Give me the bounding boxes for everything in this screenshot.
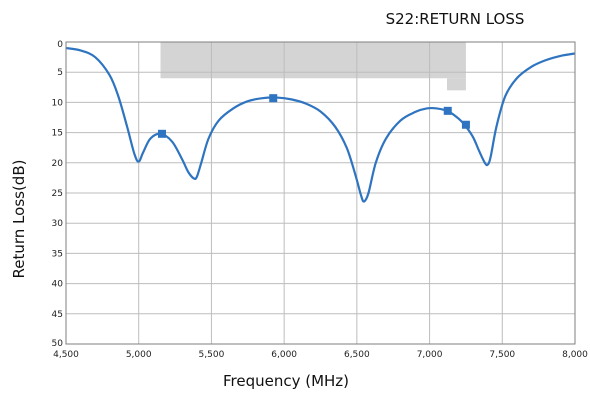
chart-title: S22:RETURN LOSS xyxy=(386,10,525,28)
y-tick-label: 5 xyxy=(57,68,63,78)
y-tick-label: 45 xyxy=(52,310,63,320)
x-tick-label: 4,500 xyxy=(53,350,79,360)
y-tick-label: 25 xyxy=(52,189,63,199)
y-tick-label: 15 xyxy=(52,129,63,139)
x-tick-labels: 4,500 5,000 5,500 6,000 6,500 7,000 7,500 8,000 xyxy=(53,350,588,360)
data-marker xyxy=(269,94,278,103)
x-tick-label: 5,000 xyxy=(126,350,152,360)
x-tick-label: 7,000 xyxy=(417,350,443,360)
data-marker xyxy=(443,106,452,115)
y-tick-label: 30 xyxy=(52,219,64,229)
series-line-s22 xyxy=(65,46,576,203)
data-marker xyxy=(157,129,166,138)
grid-layer xyxy=(65,41,576,345)
y-tick-labels: 0 5 10 15 20 25 30 35 40 45 50 xyxy=(52,40,64,349)
plot-frame xyxy=(65,41,576,345)
y-tick-label: 0 xyxy=(57,40,63,50)
x-tick-label: 6,500 xyxy=(344,350,370,360)
x-tick-label: 7,500 xyxy=(489,350,515,360)
marker-layer xyxy=(157,94,470,138)
x-tick-label: 5,500 xyxy=(199,350,225,360)
y-tick-label: 50 xyxy=(52,339,64,349)
x-axis-label: Frequency (MHz) xyxy=(223,372,349,390)
plot-area xyxy=(65,41,576,345)
series-layer xyxy=(65,46,576,203)
y-tick-label: 40 xyxy=(52,280,64,290)
spec-mask-region xyxy=(160,42,466,79)
y-tick-label: 35 xyxy=(52,249,63,259)
spec-mask-notch xyxy=(447,78,466,91)
spec-mask-layer xyxy=(160,42,466,91)
x-tick-label: 6,000 xyxy=(271,350,297,360)
y-tick-label: 20 xyxy=(52,159,64,169)
data-marker xyxy=(461,120,470,129)
y-tick-label: 10 xyxy=(52,98,64,108)
x-tick-label: 8,000 xyxy=(562,350,588,360)
y-axis-label: Return Loss(dB) xyxy=(10,160,28,279)
